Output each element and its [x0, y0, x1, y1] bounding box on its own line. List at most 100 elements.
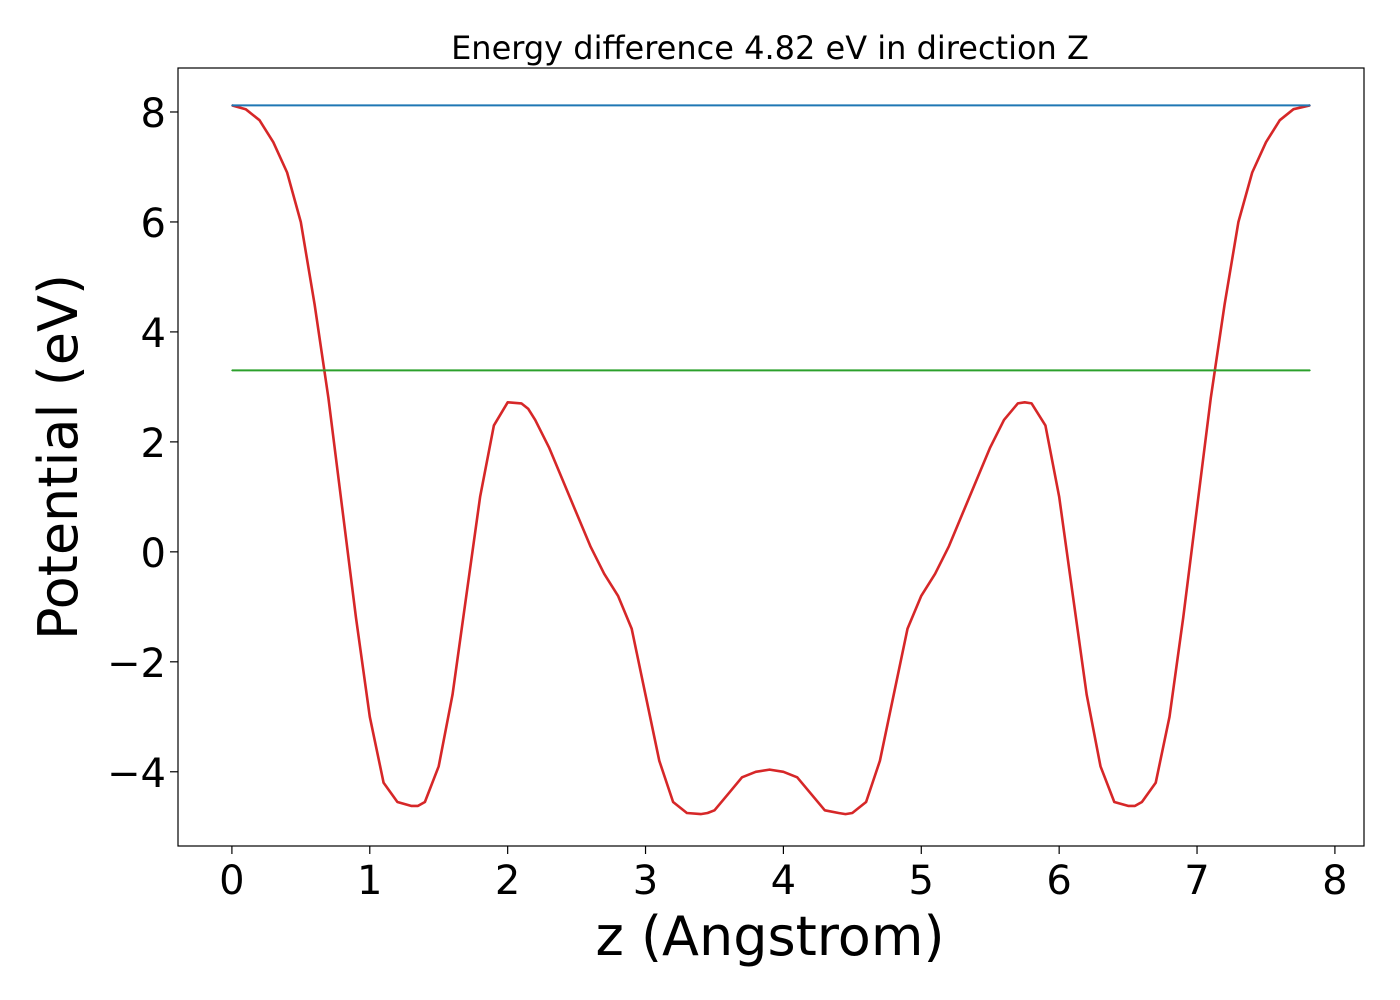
- data-point-0-27: [576, 512, 578, 515]
- data-point-0-34: [672, 801, 674, 803]
- data-point-0-59: [989, 446, 991, 448]
- data-point-0-67: [1086, 694, 1088, 696]
- y-axis-label: Potential (eV): [27, 274, 90, 640]
- data-point-0-29: [603, 573, 605, 575]
- data-point-0-71: [1134, 805, 1136, 807]
- data-point-0-68: [1099, 765, 1102, 767]
- data-point-0-43: [782, 771, 785, 773]
- data-point-0-21: [507, 401, 509, 403]
- data-point-0-4: [286, 171, 288, 174]
- data-point-0-3: [272, 141, 274, 143]
- data-point-0-17: [451, 694, 454, 696]
- data-point-0-79: [1237, 221, 1239, 223]
- series-line-0: [231, 104, 1311, 816]
- data-point-0-80: [1251, 171, 1253, 174]
- data-point-0-5: [300, 221, 302, 223]
- x-axis: 0 1 2 3 4 5 6 7 8: [219, 846, 1348, 904]
- data-point-0-77: [1210, 397, 1212, 399]
- data-point-0-60: [1003, 419, 1005, 421]
- data-point-0-37: [707, 812, 709, 814]
- data-point-0-49: [851, 812, 853, 814]
- data-point-0-47: [838, 812, 840, 814]
- data-point-0-7: [327, 397, 329, 399]
- data-point-2-0: [231, 369, 233, 371]
- data-point-0-56: [948, 545, 950, 547]
- y-tick-label: −4: [107, 751, 166, 797]
- data-point-0-15: [424, 801, 426, 803]
- data-point-0-31: [631, 628, 633, 630]
- x-tick-label: 2: [495, 858, 520, 904]
- data-point-0-81: [1265, 141, 1267, 143]
- y-tick-label: 6: [141, 201, 166, 247]
- x-tick-label: 4: [771, 858, 796, 904]
- data-point-0-25: [548, 446, 550, 448]
- data-point-0-52: [893, 694, 895, 696]
- data-point-0-16: [438, 765, 440, 767]
- data-point-0-61: [1017, 402, 1019, 404]
- data-point-0-24: [534, 419, 536, 421]
- data-point-0-62: [1024, 401, 1026, 403]
- data-point-0-40: [741, 776, 743, 778]
- y-tick-label: 0: [141, 531, 166, 577]
- data-point-0-32: [644, 694, 647, 696]
- x-tick-label: 0: [219, 858, 244, 904]
- x-tick-label: 8: [1322, 858, 1347, 904]
- data-point-0-54: [920, 595, 922, 597]
- x-tick-label: 6: [1046, 858, 1071, 904]
- data-point-0-73: [1155, 782, 1157, 784]
- y-tick-label: 8: [141, 91, 166, 137]
- data-point-0-53: [906, 628, 909, 630]
- x-tick-label: 5: [909, 858, 934, 904]
- data-point-1-1: [1309, 104, 1311, 106]
- data-point-0-23: [527, 408, 529, 410]
- data-point-0-58: [975, 479, 978, 481]
- y-axis: −4 −2 0 2 4 6 8: [107, 91, 178, 797]
- x-axis-label: z (Angstrom): [595, 905, 944, 968]
- data-point-0-55: [934, 573, 936, 575]
- data-point-0-64: [1044, 424, 1046, 426]
- data-point-0-83: [1292, 108, 1295, 110]
- data-point-0-50: [865, 801, 867, 803]
- data-point-0-8: [341, 507, 343, 509]
- data-point-0-12: [396, 801, 398, 803]
- data-point-0-10: [369, 716, 371, 718]
- data-point-0-66: [1072, 595, 1074, 597]
- data-point-1-0: [231, 104, 233, 106]
- data-point-0-75: [1182, 617, 1184, 619]
- data-point-0-69: [1113, 801, 1115, 803]
- data-point-0-72: [1141, 801, 1143, 803]
- data-point-0-11: [383, 782, 385, 784]
- data-point-0-51: [879, 760, 881, 762]
- data-point-0-65: [1058, 496, 1060, 498]
- y-tick-label: −2: [107, 641, 166, 687]
- data-point-0-70: [1127, 805, 1129, 807]
- data-point-0-2: [258, 119, 261, 121]
- data-point-0-82: [1279, 119, 1281, 121]
- data-point-0-35: [686, 812, 688, 814]
- data-point-0-48: [844, 813, 847, 815]
- data-point-0-20: [493, 424, 495, 426]
- plot-frame: [177, 67, 1365, 847]
- data-point-0-42: [769, 769, 771, 771]
- data-point-0-33: [658, 760, 660, 762]
- x-tick-label: 7: [1184, 858, 1209, 904]
- chart-title: Energy difference 4.82 eV in direction Z: [451, 29, 1089, 67]
- data-point-0-76: [1196, 507, 1198, 509]
- data-point-0-1: [245, 108, 247, 110]
- data-point-0-46: [824, 809, 826, 811]
- data-point-0-6: [314, 303, 316, 305]
- data-point-0-9: [355, 617, 357, 619]
- data-point-0-18: [465, 595, 467, 597]
- data-point-0-22: [520, 402, 523, 404]
- data-point-0-78: [1224, 303, 1226, 305]
- data-point-0-63: [1031, 402, 1033, 404]
- plot-area: [231, 104, 1311, 816]
- y-tick-label: 2: [141, 421, 166, 467]
- data-point-0-39: [727, 793, 729, 795]
- x-tick-label: 3: [633, 858, 658, 904]
- data-point-0-36: [700, 813, 702, 815]
- data-point-0-14: [417, 805, 419, 807]
- data-point-0-74: [1168, 716, 1171, 718]
- data-point-0-44: [796, 776, 798, 778]
